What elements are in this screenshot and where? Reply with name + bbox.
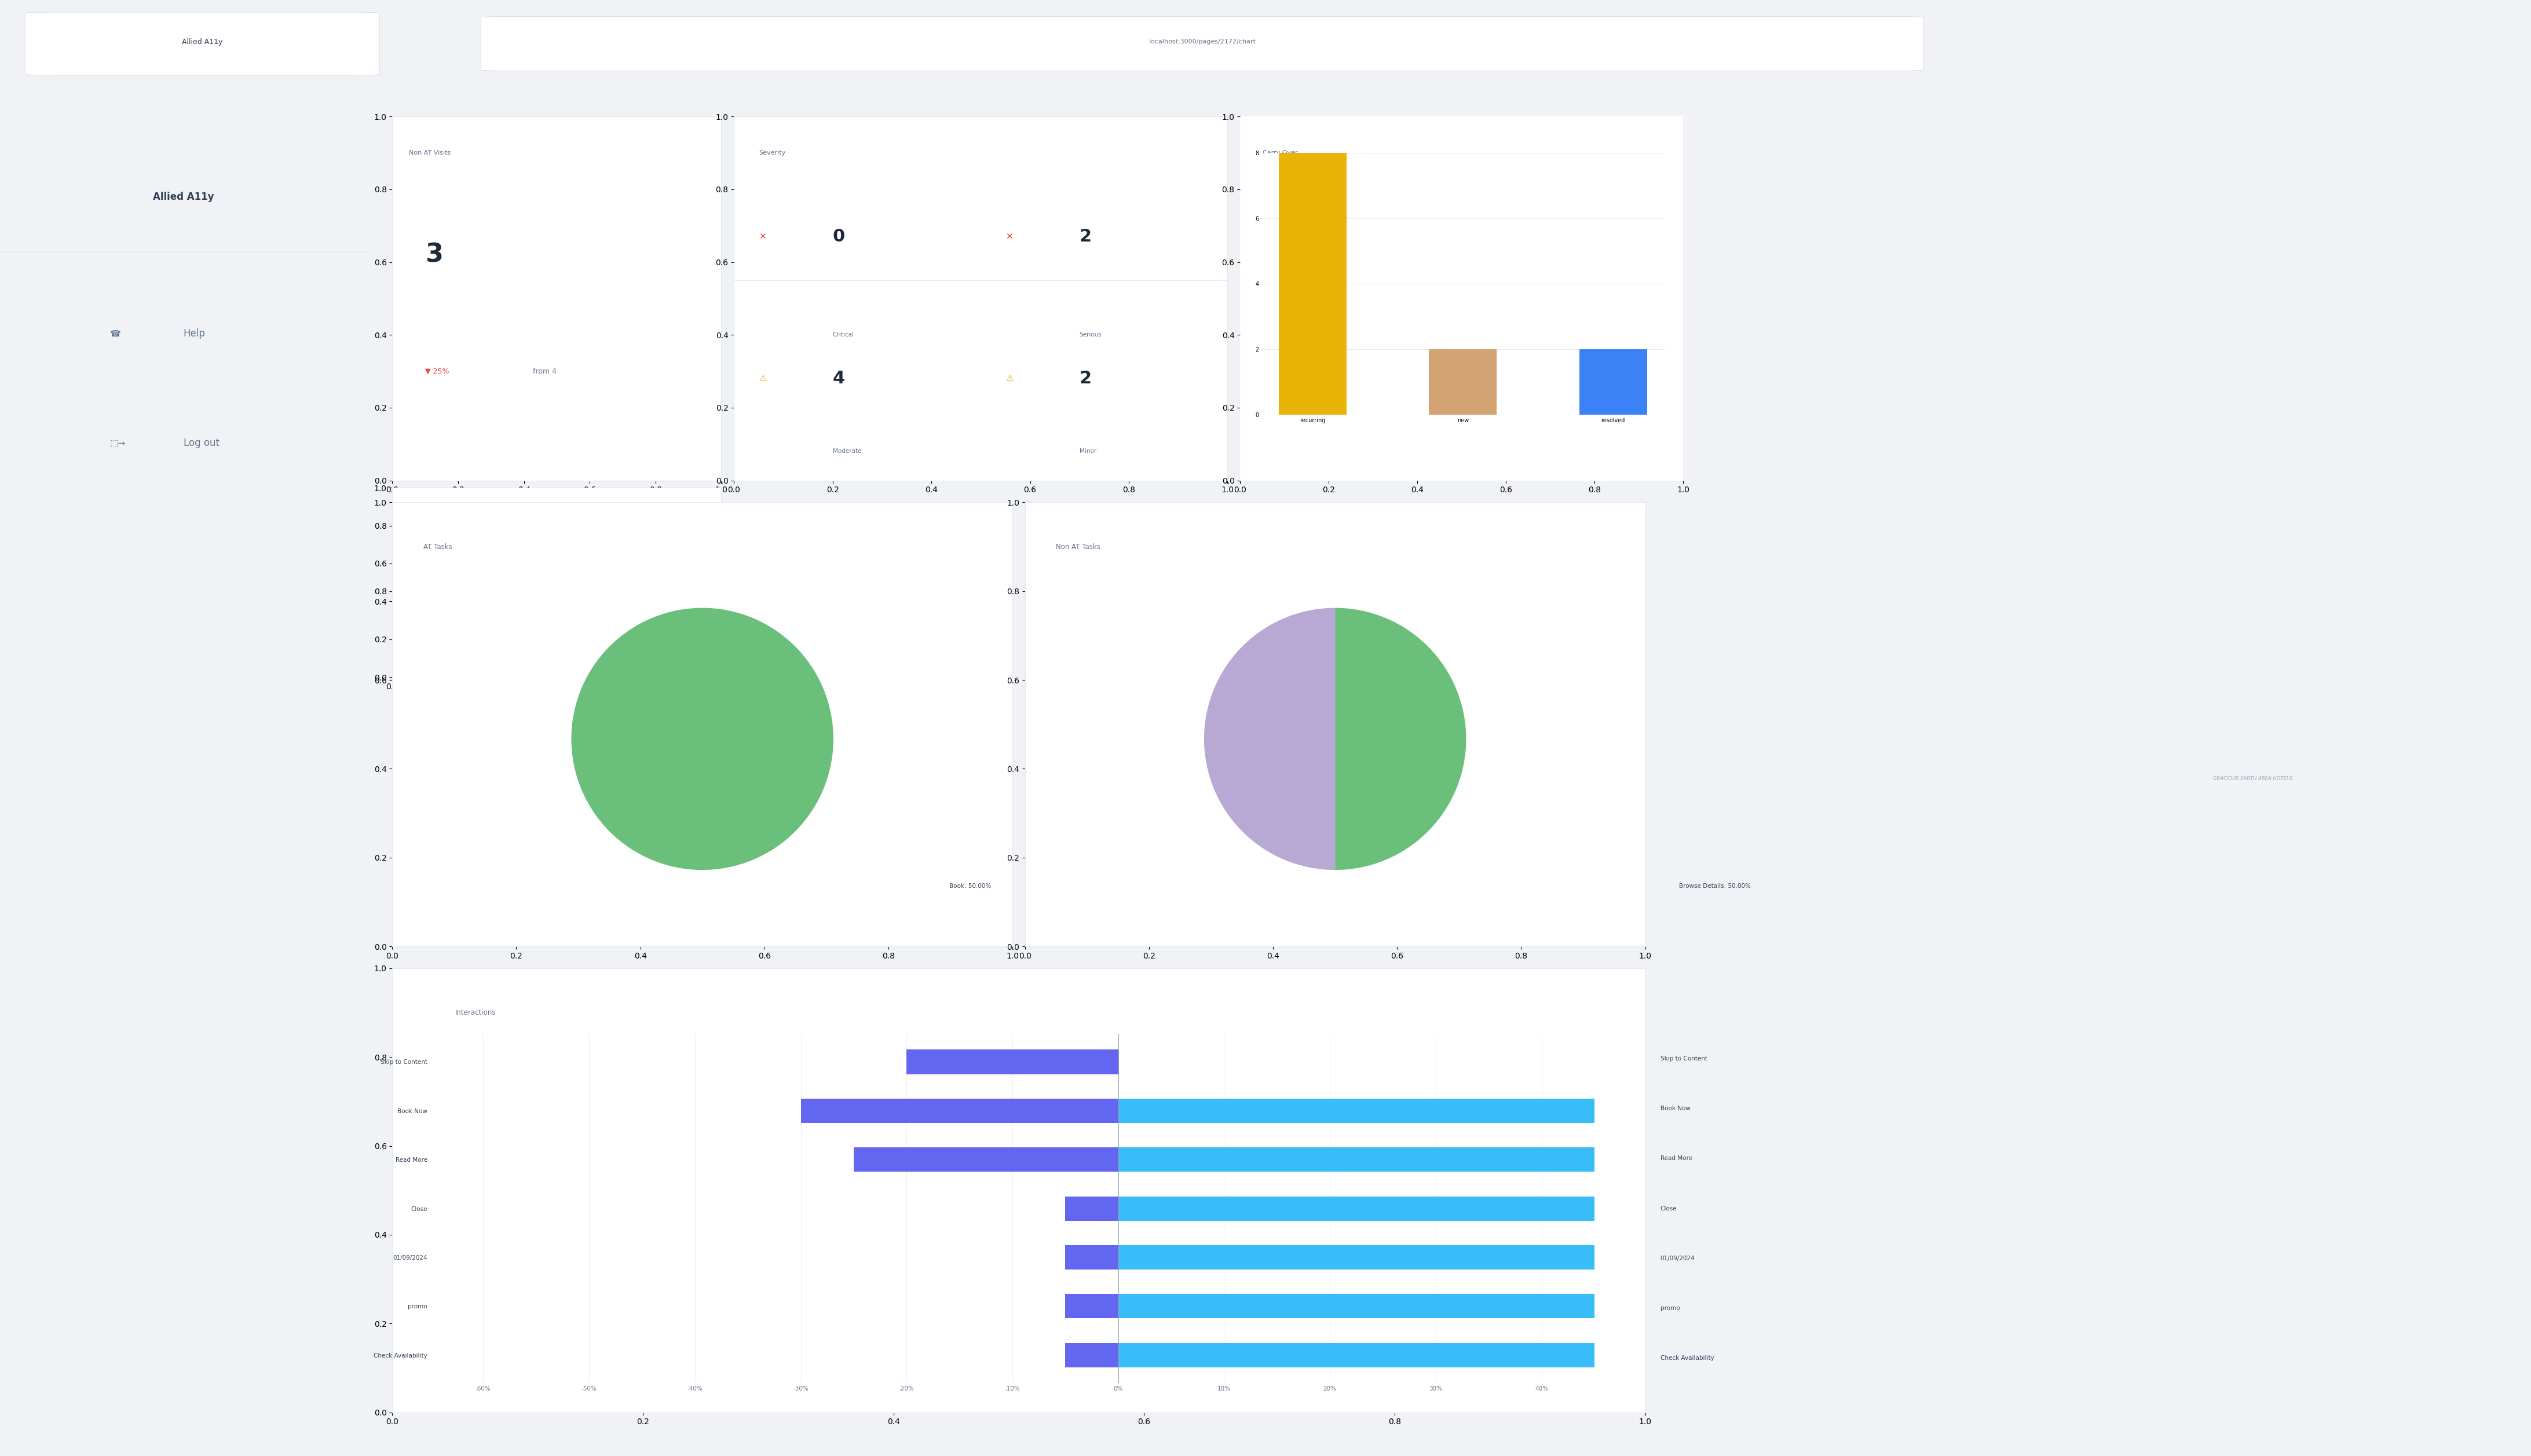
Bar <box>1119 1342 1701 1367</box>
Text: Interactions: Interactions <box>456 1009 496 1016</box>
Text: Minor: Minor <box>1081 448 1096 454</box>
Bar <box>1119 1245 1701 1270</box>
Text: Allied A11y: Allied A11y <box>182 38 223 45</box>
Text: promo: promo <box>1660 1306 1681 1312</box>
FancyBboxPatch shape <box>25 12 380 76</box>
Text: Log out: Log out <box>182 438 220 448</box>
Text: ⚠: ⚠ <box>1005 374 1012 383</box>
Text: 2: 2 <box>1081 229 1091 245</box>
Text: Moderate: Moderate <box>833 448 861 454</box>
Text: ✕: ✕ <box>759 233 767 240</box>
Text: ⚠: ⚠ <box>759 374 767 383</box>
Text: Severity: Severity <box>759 150 785 156</box>
Text: Read More: Read More <box>1660 1156 1693 1162</box>
Text: Help: Help <box>182 329 205 339</box>
Text: Non AT Tasks: Non AT Tasks <box>1055 543 1101 550</box>
Bar <box>1119 1098 1701 1123</box>
Text: Book: 50.00%: Book: 50.00% <box>949 884 992 890</box>
Bar <box>906 1050 1119 1075</box>
Text: 4: 4 <box>833 370 845 387</box>
Text: Allied A11y: Allied A11y <box>152 192 215 202</box>
Text: 2: 2 <box>425 561 443 585</box>
Text: 01/09/2024: 01/09/2024 <box>1660 1255 1696 1261</box>
Bar <box>1278 153 1346 415</box>
Text: AT Tasks: AT Tasks <box>423 543 453 550</box>
Text: ▲ 100%: ▲ 100% <box>425 639 453 646</box>
Wedge shape <box>572 609 833 869</box>
Bar <box>1430 349 1496 415</box>
Wedge shape <box>1205 609 1336 869</box>
Text: 0: 0 <box>833 229 845 245</box>
Text: Check Availability: Check Availability <box>1660 1356 1713 1361</box>
Text: GRACIOUS EARTH AREA HOTELS: GRACIOUS EARTH AREA HOTELS <box>2212 776 2293 782</box>
Bar <box>1119 1294 1701 1319</box>
Text: Book Now: Book Now <box>1660 1105 1691 1111</box>
Text: Non AT Visits: Non AT Visits <box>410 150 451 156</box>
Bar <box>1066 1245 1119 1270</box>
Text: ⬚→: ⬚→ <box>111 438 127 447</box>
Text: from 4: from 4 <box>532 367 557 376</box>
Text: 3: 3 <box>425 242 443 268</box>
Bar <box>1119 1197 1701 1220</box>
Text: ✕: ✕ <box>1005 233 1012 240</box>
Text: Close: Close <box>1660 1206 1678 1211</box>
Text: ▼ 25%: ▼ 25% <box>425 367 448 376</box>
Bar <box>800 1098 1119 1123</box>
Text: Carry Over: Carry Over <box>1263 150 1298 156</box>
Bar <box>1119 1147 1701 1172</box>
Text: from 1: from 1 <box>564 639 590 646</box>
Wedge shape <box>1336 609 1465 869</box>
Text: ☎: ☎ <box>111 329 121 338</box>
Bar <box>1066 1342 1119 1367</box>
Text: Serious: Serious <box>1081 332 1101 338</box>
Text: AT Visits: AT Visits <box>410 504 435 510</box>
Text: Critical: Critical <box>833 332 853 338</box>
Bar <box>1066 1294 1119 1319</box>
Bar <box>853 1147 1119 1172</box>
FancyBboxPatch shape <box>481 16 1924 71</box>
Text: Browse
Details:
100.00%: Browse Details: 100.00% <box>706 1181 731 1200</box>
Text: Browse Details: 50.00%: Browse Details: 50.00% <box>1678 884 1751 890</box>
Text: Skip to Content: Skip to Content <box>1660 1056 1708 1061</box>
Bar <box>1579 349 1648 415</box>
Text: 2: 2 <box>1081 370 1091 387</box>
Text: localhost:3000/pages/2172/chart: localhost:3000/pages/2172/chart <box>1149 39 1255 45</box>
Bar <box>1066 1197 1119 1220</box>
